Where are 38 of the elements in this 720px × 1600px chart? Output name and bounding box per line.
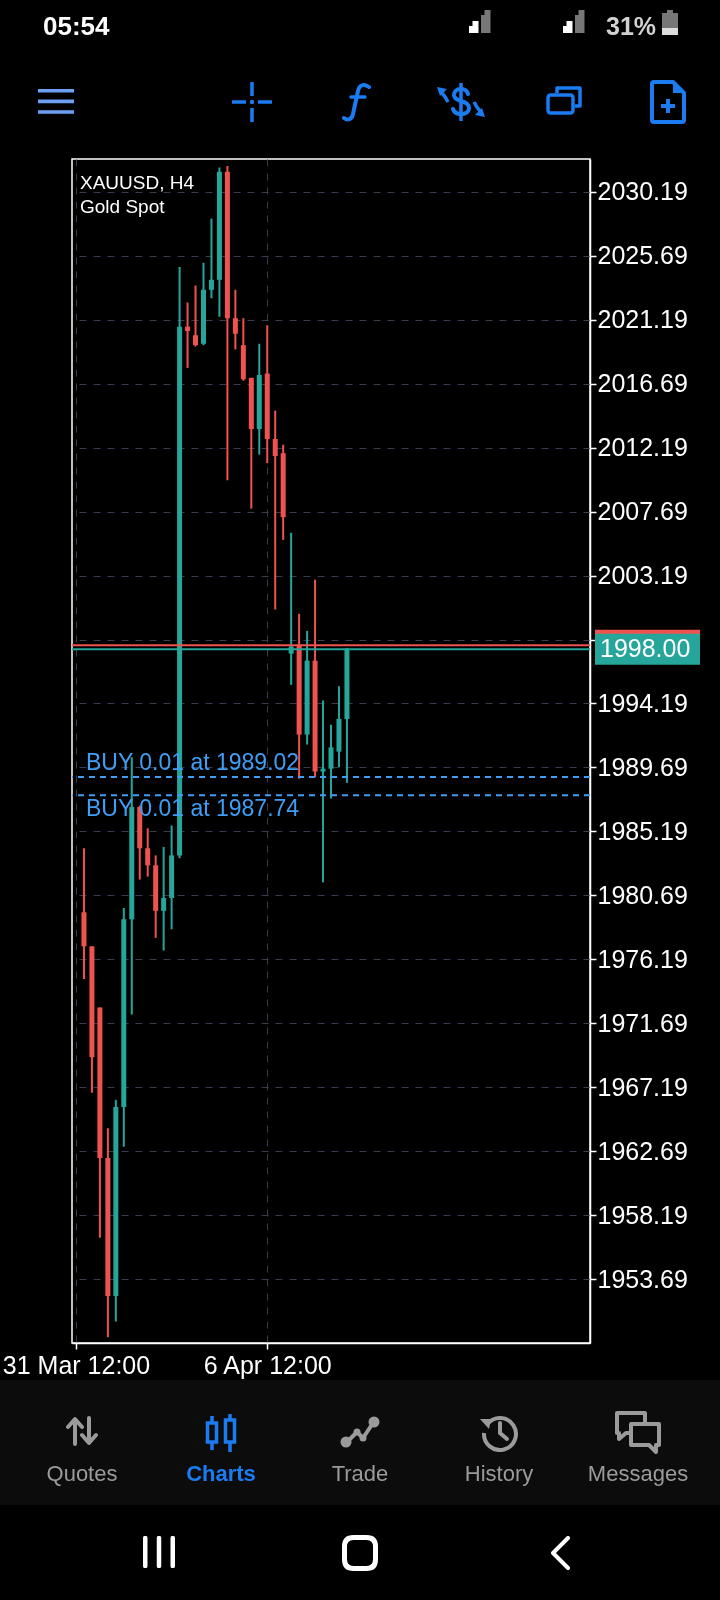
ref-line-label: 1998.00 — [600, 634, 691, 663]
y-tick-label: 1989.69 — [597, 752, 688, 781]
y-tick-label: 1976.19 — [597, 944, 688, 973]
y-tick-label: 2021.19 — [597, 305, 688, 334]
text: Messages — [587, 1461, 689, 1486]
y-tick-label: 1962.69 — [597, 1136, 688, 1165]
y-tick-label: 1967.19 — [597, 1072, 688, 1101]
text: Trade — [331, 1461, 389, 1486]
y-tick-label: 1980.69 — [597, 880, 688, 909]
y-tick-label: 1971.69 — [597, 1008, 688, 1037]
candlestick — [193, 284, 199, 348]
x-tick-label: 6 Apr 12:00 — [203, 1350, 332, 1379]
candlestick — [320, 699, 326, 884]
text: XAUUSD, H4 — [80, 172, 195, 193]
text: Quotes — [46, 1461, 118, 1486]
y-tick-label: 1958.19 — [597, 1200, 688, 1229]
y-tick-label: 1994.19 — [597, 688, 688, 717]
text: Charts — [186, 1461, 256, 1486]
candlestick — [145, 827, 151, 878]
text: History — [464, 1461, 534, 1486]
text: Gold Spot — [80, 196, 166, 217]
candlestick — [328, 723, 334, 800]
text: 31% — [606, 12, 657, 40]
y-tick-label: 2003.19 — [597, 561, 688, 590]
x-tick-label: 31 Mar 12:00 — [2, 1350, 151, 1379]
y-tick-label: 2025.69 — [597, 241, 688, 270]
candlestick — [208, 217, 214, 300]
y-tick-label: 1985.19 — [597, 816, 688, 845]
y-tick-label: 2012.19 — [597, 433, 688, 462]
y-tick-label: 1953.69 — [597, 1264, 688, 1293]
candlestick — [161, 845, 167, 952]
candlestick — [185, 301, 191, 369]
candlestick — [232, 288, 238, 351]
candlestick — [272, 409, 278, 611]
y-tick-label: 2007.69 — [597, 497, 688, 526]
y-tick-label: 2016.69 — [597, 369, 688, 398]
text: 05:54 — [43, 11, 110, 41]
y-tick-label: 2030.19 — [597, 177, 688, 206]
